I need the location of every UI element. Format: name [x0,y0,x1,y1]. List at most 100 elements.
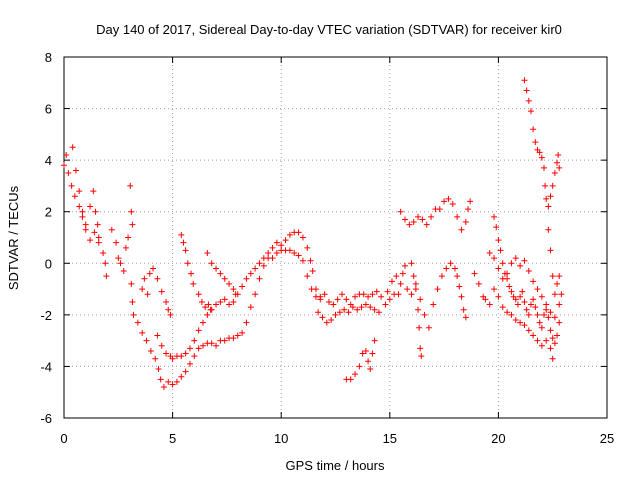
data-track [128,247,324,391]
data-point [144,291,151,298]
data-point [182,350,189,357]
data-point [232,291,239,298]
y-tick-label: 6 [45,102,52,117]
data-point [87,237,94,244]
data-point [143,337,150,344]
data-point [521,257,528,264]
x-tick-label: 20 [491,431,505,446]
data-point [61,162,67,169]
data-track [204,249,239,298]
data-point [512,317,519,324]
data-point [239,283,246,290]
data-point [486,301,493,308]
data-point [527,108,534,115]
data-point [462,219,469,226]
data-point [523,87,530,94]
data-point [532,139,539,146]
data-point [82,226,89,233]
data-point [323,319,330,326]
data-point [508,311,515,318]
data-point [417,345,424,352]
data-point [525,311,532,318]
data-point [530,278,537,285]
data-point [330,301,337,308]
data-point [243,275,250,282]
data-point [269,244,276,251]
data-point [190,280,197,287]
data-point [554,159,561,166]
data-point [395,291,402,298]
data-point [165,378,172,385]
data-point [556,301,563,308]
data-point [542,182,549,189]
data-point [447,260,454,267]
data-point [195,345,202,352]
data-point [375,309,382,316]
data-point [425,324,432,331]
data-point [534,311,541,318]
data-point [160,384,167,391]
data-point [512,296,519,303]
data-point [556,273,563,280]
data-point [265,249,272,256]
data-point [117,260,124,267]
data-point [334,296,341,303]
data-point [554,280,561,287]
data-point [295,229,302,236]
data-point [373,288,380,295]
data-point [521,322,528,329]
data-point [169,355,176,362]
data-point [538,154,545,161]
data-point [120,268,127,275]
data-point [521,77,528,84]
data-point [462,314,469,321]
data-point [282,237,289,244]
data-point [467,198,474,205]
y-tick-labels: -6 -4 -2 0 2 4 6 8 [40,50,52,426]
data-point [530,126,537,133]
data-point [497,247,504,254]
data-point [304,244,311,251]
data-point [336,309,343,316]
data-point [154,275,161,282]
data-point [65,170,72,177]
data-point [545,314,552,321]
data-track [69,144,102,241]
data-point [356,363,363,370]
data-point [295,252,302,259]
data-point [260,262,267,269]
chart-title: Day 140 of 2017, Sidereal Day-to-day VTE… [96,22,562,37]
data-point [460,306,467,313]
y-tick-label: 8 [45,50,52,65]
data-track [127,182,136,228]
data-point [504,270,511,277]
data-point [354,306,361,313]
data-point [495,237,502,244]
data-point [150,265,157,272]
data-point [369,291,376,298]
data-point [163,298,170,305]
data-point [367,366,374,373]
data-point [438,273,445,280]
y-axis-label: SDTVAR / TECUs [6,185,21,290]
data-point [256,260,263,267]
data-point [286,231,293,238]
data-point [113,239,120,246]
data-point [221,275,228,282]
x-tick-label: 0 [60,431,67,446]
data-point [523,306,530,313]
data-track [108,226,132,275]
y-tick-label: 2 [45,205,52,220]
data-point [547,327,554,334]
data-point [551,291,558,298]
data-point [260,255,267,262]
data-track [178,231,197,287]
data-point [402,262,409,269]
data-point [141,275,148,282]
data-point [369,350,376,357]
data-point [191,353,198,360]
data-point [543,306,550,313]
data-point [517,262,524,269]
data-point [147,347,154,354]
